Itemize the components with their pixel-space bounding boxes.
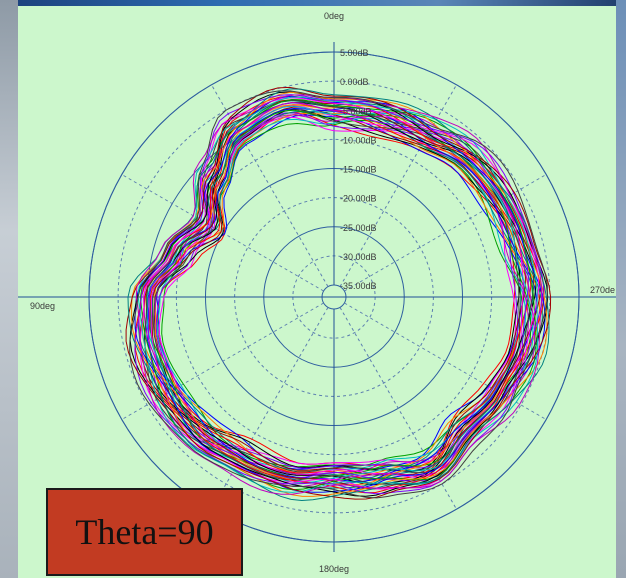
angle-label-0deg: 0deg [324,11,344,21]
series-line [150,109,534,479]
angle-label-90deg: 90deg [30,301,55,311]
radial-tick-label: -10.00dB [340,135,377,145]
grid-spoke [121,302,324,420]
annotation-box: Theta=90 [46,488,243,576]
series-line [139,98,537,491]
radial-tick-label: -25.00dB [340,223,377,233]
radial-tick-label: -5.00dB [340,106,372,116]
window-top-band [0,0,626,6]
left-frame [0,0,18,578]
radial-tick-label: -15.00dB [340,165,377,175]
grid-spoke [339,84,457,287]
series-line [129,91,549,497]
right-frame [616,0,626,578]
annotation-text: Theta=90 [75,512,214,552]
plot-area: 5.00dB 0.00dB -5.00dB -10.00dB -15.00dB -20.0… [18,6,616,578]
series-line [129,90,548,499]
radial-tick-label: -20.00dB [340,194,377,204]
series-line [143,101,537,486]
series-line [144,99,535,486]
grid-spoke [211,307,329,510]
polar-chart: 5.00dB 0.00dB -5.00dB -10.00dB -15.00dB -20.0… [18,11,616,574]
series-line [135,94,543,495]
grid-spoke [344,174,547,292]
series-line [125,86,552,500]
series-line [137,96,539,493]
series-line [137,100,543,489]
radial-tick-label: 5.00dB [340,48,369,58]
series-line [134,94,545,495]
angle-label-180deg: 180deg [319,564,349,574]
radial-tick-label: -35.00dB [340,281,377,291]
radial-tick-label: -30.00dB [340,252,377,262]
angle-label-270deg: 270de [590,285,615,295]
radial-tick-label: 0.00dB [340,77,369,87]
